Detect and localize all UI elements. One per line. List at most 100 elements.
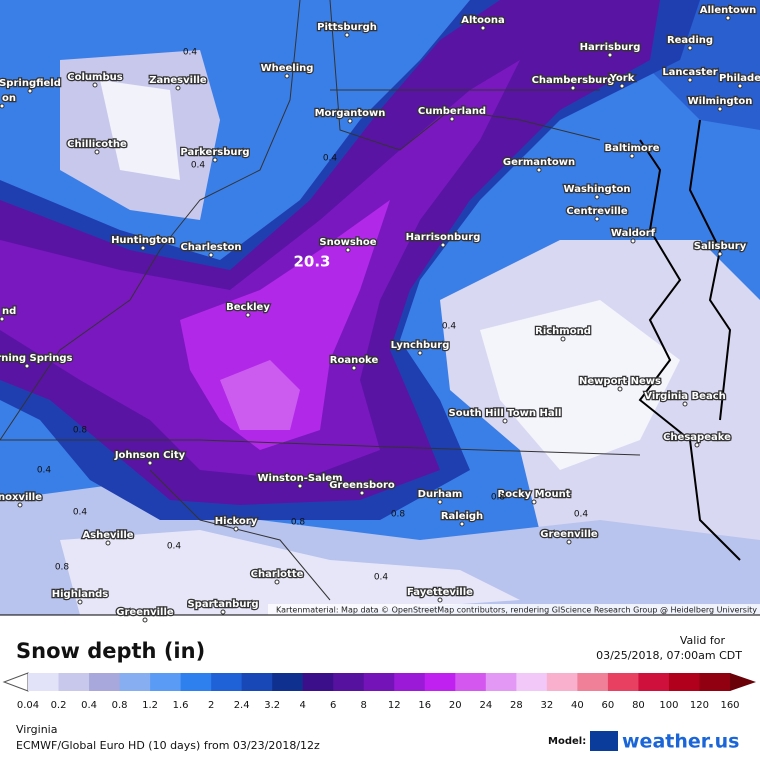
city-label: Roanoke (330, 355, 379, 366)
brand: weather.us (622, 731, 739, 753)
city-dot (212, 157, 218, 163)
legend-cell (638, 673, 670, 691)
legend-cell (302, 673, 334, 691)
city-label: Springfield (0, 78, 61, 89)
legend-cell (28, 673, 60, 691)
contour-label: 0.8 (491, 493, 506, 503)
contour-label: 0.4 (37, 466, 52, 476)
legend-label: 6 (330, 700, 336, 711)
city-dot (459, 521, 465, 527)
coastline (638, 119, 741, 561)
model-run: ECMWF/Global Euro HD (10 days) from 03/2… (16, 739, 320, 752)
legend-label: 1.6 (173, 700, 189, 711)
city-dot (142, 617, 148, 623)
city-dot (531, 499, 537, 505)
legend-cell (241, 673, 273, 691)
map (0, 0, 760, 615)
city-label: Durham (418, 489, 463, 500)
legend-cell (546, 673, 578, 691)
city-label: Centreville (566, 206, 628, 217)
contour-label: 0.8 (55, 563, 70, 573)
city-dot (480, 25, 486, 31)
city-label: Pittsburgh (317, 22, 377, 33)
city-label: Greenville (540, 529, 598, 540)
city-dot (717, 251, 723, 257)
city-label: on (2, 93, 16, 104)
city-dot (245, 312, 251, 318)
city-label: Reading (667, 35, 713, 46)
city-label: Winston-Salem (257, 473, 342, 484)
valid-time: 03/25/2018, 07:00am CDT (596, 649, 742, 662)
city-dot (0, 103, 5, 109)
legend-cell (577, 673, 609, 691)
city-dot (630, 238, 636, 244)
legend-arrow-high (730, 673, 756, 691)
city-dot (629, 153, 635, 159)
contour-label: 0.4 (191, 161, 206, 171)
legend-label: 0.2 (51, 700, 67, 711)
city-label: Chillicothe (67, 139, 127, 150)
legend-label: 24 (479, 700, 492, 711)
model-label: Model: (548, 736, 586, 747)
city-label: Greensboro (329, 480, 395, 491)
legend-cell (455, 673, 487, 691)
legend-cell (89, 673, 121, 691)
city-label: Wheeling (261, 63, 314, 74)
contour-label: 0.4 (167, 542, 182, 552)
legend-label: 16 (418, 700, 431, 711)
city-label: Cumberland (418, 106, 486, 117)
city-label: York (609, 73, 635, 84)
city-dot (687, 45, 693, 51)
city-dot (27, 88, 33, 94)
city-dot (147, 460, 153, 466)
city-label: Chambersburg (532, 75, 615, 86)
city-label: Lynchburg (391, 340, 450, 351)
legend-label: 80 (632, 700, 645, 711)
city-dot (737, 83, 743, 89)
valid-label: Valid for (680, 634, 726, 647)
city-dot (449, 116, 455, 122)
legend-cell (150, 673, 182, 691)
city-dot (24, 363, 30, 369)
city-dot (344, 32, 350, 38)
contour-label: 0.4 (374, 573, 389, 583)
legend-label: 0.04 (17, 700, 39, 711)
city-dot (359, 490, 365, 496)
legend-cell (119, 673, 151, 691)
city-label: Washington (564, 184, 631, 195)
city-dot (536, 167, 542, 173)
city-label: Philade (719, 73, 760, 84)
city-dot (233, 526, 239, 532)
contour-label: 0.8 (291, 518, 306, 528)
legend-label: 1.2 (142, 700, 158, 711)
legend-label: 100 (659, 700, 678, 711)
attribution: Kartenmaterial: Map data © OpenStreetMap… (276, 606, 757, 615)
contour-label: 0.8 (391, 510, 406, 520)
legend-label: 28 (510, 700, 523, 711)
legend-cell (58, 673, 90, 691)
city-label: Altoona (461, 15, 505, 26)
legend-label: 2.4 (234, 700, 250, 711)
region: Virginia (16, 723, 57, 736)
city-label: Harrisburg (580, 42, 641, 53)
city-label: Beckley (226, 302, 270, 313)
city-label: Huntington (111, 235, 175, 246)
legend-label: 20 (449, 700, 462, 711)
legend-arrow-low (2, 672, 29, 692)
city-dot (619, 83, 625, 89)
contour-label: 0.4 (323, 154, 338, 164)
city-label: Burning Springs (0, 353, 73, 364)
city-dot (566, 539, 572, 545)
legend-cell (424, 673, 456, 691)
city-label: Greenville (116, 607, 174, 618)
city-dot (502, 418, 508, 424)
legend-cell (607, 673, 639, 691)
city-dot (220, 609, 226, 615)
city-label: Fayetteville (407, 587, 473, 598)
legend-cell (363, 673, 395, 691)
contour-label: 0.4 (574, 510, 589, 520)
city-dot (594, 216, 600, 222)
legend-cell (394, 673, 426, 691)
city-label: Virginia Beach (644, 391, 725, 402)
